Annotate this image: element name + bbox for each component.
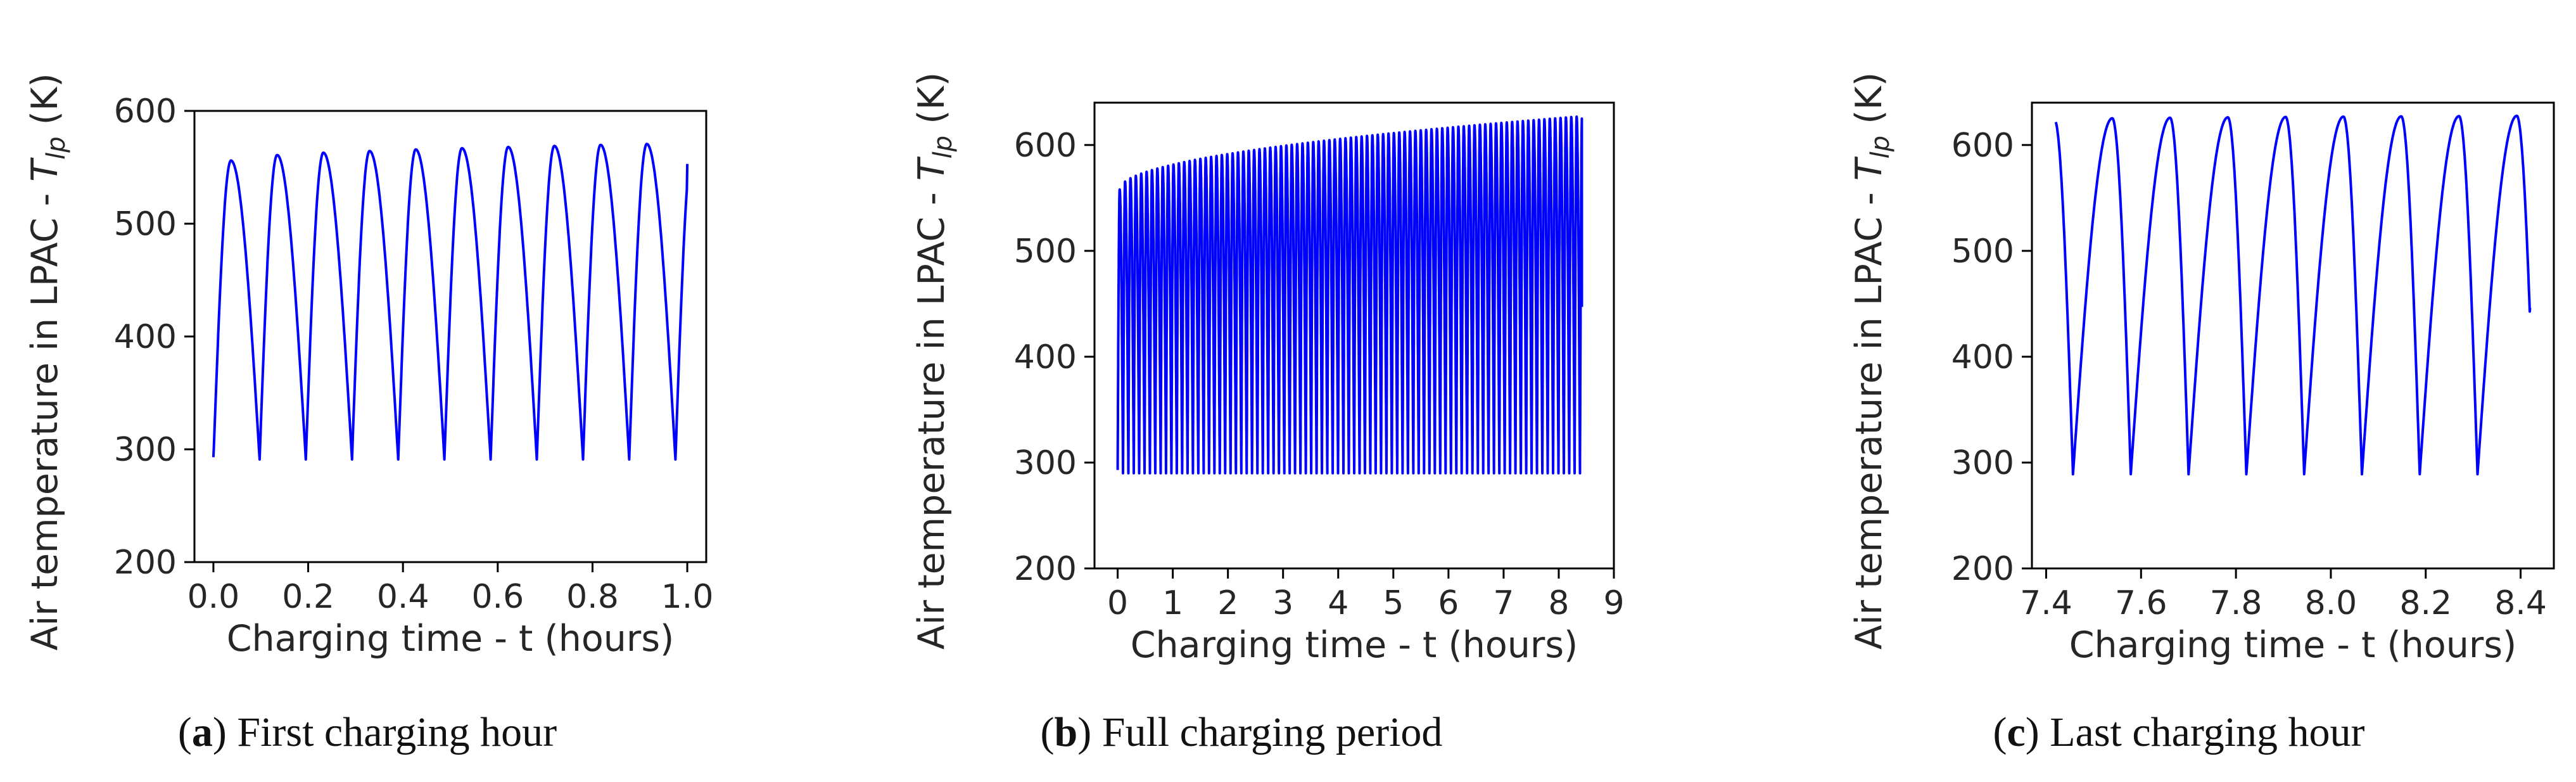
x-axis-label-b: Charging time - t (hours) — [1131, 624, 1578, 666]
x-tick-label-b-2: 2 — [1217, 584, 1238, 622]
series-line-b — [1116, 115, 1583, 475]
x-tick-label-b-4: 4 — [1328, 584, 1348, 622]
y-tick-label-c-1: 300 — [1951, 444, 2014, 482]
x-axis-label-c: Charging time - t (hours) — [2069, 624, 2517, 666]
caption-b-text: Full charging period — [1101, 709, 1443, 755]
caption-c-letter: c — [2007, 709, 2026, 755]
x-tick-label-c-5: 8.4 — [2494, 584, 2547, 622]
x-tick-label-b-5: 5 — [1383, 584, 1404, 622]
caption-a-text: First charging hour — [237, 709, 557, 755]
caption-a: (a) First charging hour — [177, 709, 557, 755]
series-line-a — [212, 143, 689, 461]
caption-c-text: Last charging hour — [2050, 709, 2365, 755]
y-tick-label-b-1: 300 — [1014, 444, 1077, 482]
x-tick-label-a-2: 0.4 — [377, 578, 429, 616]
y-tick-label-b-2: 400 — [1014, 338, 1077, 376]
chart-b: 0 1 2 3 4 5 6 7 8 9 200 300 400 500 600 Charging time -… — [911, 72, 1625, 666]
x-tick-label-a-3: 0.6 — [471, 578, 524, 616]
y-tick-label-b-4: 600 — [1014, 127, 1077, 165]
x-tick-label-b-1: 1 — [1162, 584, 1183, 622]
x-tick-label-b-9: 9 — [1603, 584, 1624, 622]
x-tick-label-b-0: 0 — [1107, 584, 1128, 622]
caption-c: (c) Last charging hour — [1993, 709, 2365, 755]
y-tick-label-c-4: 600 — [1951, 127, 2014, 165]
y-tick-label-a-3: 500 — [114, 205, 177, 243]
x-tick-label-c-2: 7.8 — [2210, 584, 2262, 622]
chart-panel-a: 0.0 0.2 0.4 0.6 0.8 1.0 200 300 400 500 600 Chargin… — [0, 0, 760, 697]
x-tick-label-b-7: 7 — [1493, 584, 1514, 622]
chart-a: 0.0 0.2 0.4 0.6 0.8 1.0 200 300 400 500 600 Chargin… — [24, 73, 714, 660]
chart-panel-b: 0 1 2 3 4 5 6 7 8 9 200 300 400 500 600 Charging time -… — [911, 72, 1625, 666]
y-axis-label-b: Air temperature in LPAC - Tlp (K) — [911, 72, 958, 650]
x-tick-label-c-0: 7.4 — [2020, 584, 2072, 622]
axes-frame-c — [2031, 101, 2555, 570]
caption-a-letter: a — [191, 709, 213, 755]
caption-b: (b) Full charging period — [1040, 709, 1443, 755]
axes-frame-b — [1093, 101, 1615, 570]
x-tick-label-a-4: 0.8 — [566, 578, 619, 616]
x-tick-label-a-5: 1.0 — [661, 578, 714, 616]
y-tick-label-a-4: 600 — [114, 93, 177, 131]
x-tick-label-b-3: 3 — [1272, 584, 1293, 622]
y-tick-label-b-3: 500 — [1014, 233, 1077, 271]
series-line-c — [2054, 114, 2532, 476]
x-tick-label-a-0: 0.0 — [187, 578, 240, 616]
y-tick-label-a-2: 400 — [114, 318, 177, 356]
caption-b-letter: b — [1054, 709, 1078, 755]
y-axis-label-a: Air temperature in LPAC - Tlp (K) — [24, 73, 71, 650]
x-tick-label-c-3: 8.0 — [2305, 584, 2357, 622]
x-axis-label-a: Charging time - t (hours) — [227, 618, 675, 660]
y-tick-label-b-0: 200 — [1014, 550, 1077, 588]
y-axis-label-c: Air temperature in LPAC - Tlp (K) — [1848, 72, 1895, 650]
x-tick-label-b-8: 8 — [1548, 584, 1569, 622]
y-tick-label-c-0: 200 — [1951, 550, 2014, 588]
x-tick-label-a-1: 0.2 — [282, 578, 334, 616]
x-tick-label-c-4: 8.2 — [2399, 584, 2452, 622]
y-tick-label-a-1: 300 — [114, 431, 177, 469]
y-tick-label-c-3: 500 — [1951, 233, 2014, 271]
y-tick-label-c-2: 400 — [1951, 338, 2014, 376]
chart-c: 7.4 7.6 7.8 8.0 8.2 8.4 200 300 400 500 600 Chargin… — [1848, 72, 2555, 666]
x-tick-label-b-6: 6 — [1438, 584, 1459, 622]
x-tick-label-c-1: 7.6 — [2115, 584, 2167, 622]
y-tick-label-a-0: 200 — [114, 544, 177, 582]
chart-panel-c: 7.4 7.6 7.8 8.0 8.2 8.4 200 300 400 500 600 Chargin… — [1848, 72, 2555, 666]
